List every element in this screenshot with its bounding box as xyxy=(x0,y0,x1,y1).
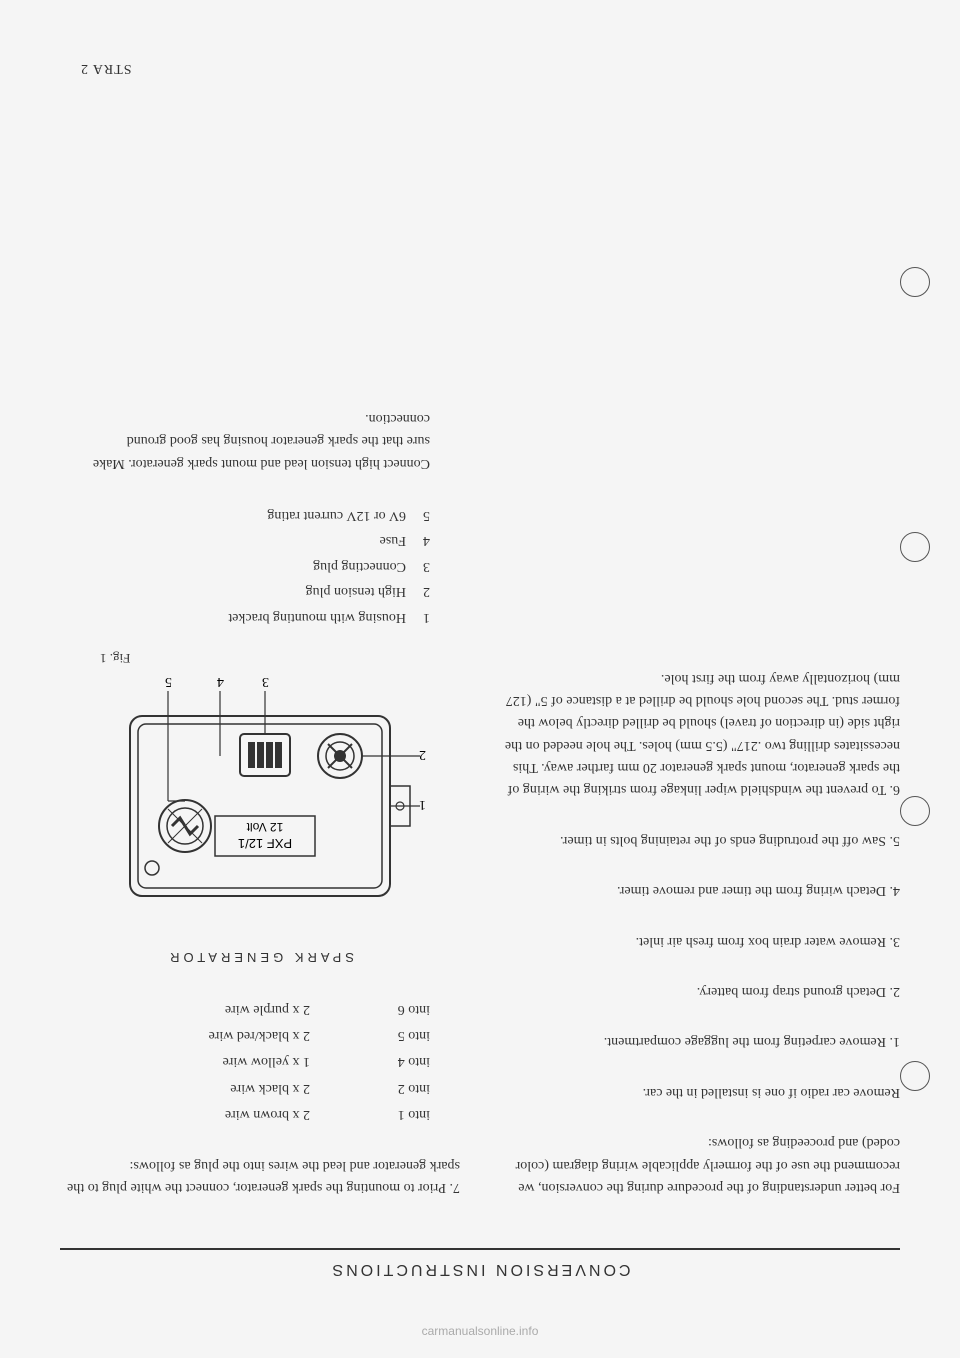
legend-row: 1 Housing with mounting bracket xyxy=(60,605,430,627)
wire-into: into 1 xyxy=(310,1103,430,1125)
right-column: 7. Prior to mounting the spark generator… xyxy=(60,407,460,1198)
legend-row: 5 6V or 12V current rating xyxy=(60,504,430,526)
wire-row: into 5 2 x black/red wire xyxy=(60,1024,430,1046)
header-rule xyxy=(60,1248,900,1250)
callout-1: 1 xyxy=(419,797,426,812)
spark-generator-diagram: PXF 12/1 12 Volt 1 2 4 3 5 xyxy=(90,676,430,926)
step-1: 1. Remove carpeting from the luggage com… xyxy=(500,1030,900,1052)
page-footer: STRA 2 xyxy=(80,60,132,76)
wire-row: into 2 2 x black wire xyxy=(60,1076,430,1098)
wire-into: into 4 xyxy=(310,1050,430,1072)
high-tension-plug-icon xyxy=(318,734,362,778)
step-5: 5. Saw off the protruding ends of the re… xyxy=(500,828,900,850)
callout-2: 2 xyxy=(419,747,426,762)
wire-desc: 2 x black wire xyxy=(60,1076,310,1098)
wire-row: into 1 2 x brown wire xyxy=(60,1103,430,1125)
step-3: 3. Remove water drain box from fresh air… xyxy=(500,929,900,951)
figure-label: Fig. 1 xyxy=(100,648,460,669)
binding-hole xyxy=(900,1061,930,1091)
fuse-icon xyxy=(159,800,211,852)
wire-into: into 5 xyxy=(310,1024,430,1046)
wire-into: into 6 xyxy=(310,997,430,1019)
wire-desc: 1 x yellow wire xyxy=(60,1050,310,1072)
wire-table: into 1 2 x brown wire into 2 2 x black w… xyxy=(60,997,430,1125)
connecting-plug-icon xyxy=(240,734,290,776)
legend-row: 2 High tension plug xyxy=(60,580,430,602)
legend-num: 2 xyxy=(406,580,430,602)
diagram-title: SPARK GENERATOR xyxy=(60,946,460,967)
callout-4: 4 xyxy=(217,676,224,689)
legend-row: 3 Connecting plug xyxy=(60,555,430,577)
legend-num: 5 xyxy=(406,504,430,526)
legend-num: 1 xyxy=(406,605,430,627)
legend-text: Fuse xyxy=(60,529,406,551)
step-7: 7. Prior to mounting the spark generator… xyxy=(60,1153,460,1198)
legend-num: 4 xyxy=(406,529,430,551)
page-title: CONVERSION INSTRUCTIONS xyxy=(60,1260,900,1278)
step-2: 2. Detach ground strap from battery. xyxy=(500,980,900,1002)
left-column: For better understanding of the procedur… xyxy=(500,407,900,1198)
diagram-model: PXF 12/1 xyxy=(238,836,292,851)
wire-into: into 2 xyxy=(310,1076,430,1098)
radio-note: Remove car radio if one is installed in … xyxy=(500,1080,900,1102)
legend-text: Connecting plug xyxy=(60,555,406,577)
wire-desc: 2 x brown wire xyxy=(60,1103,310,1125)
content-columns: For better understanding of the procedur… xyxy=(60,407,900,1198)
wire-desc: 2 x purple wire xyxy=(60,997,310,1019)
legend: 1 Housing with mounting bracket 2 High t… xyxy=(60,504,430,628)
binding-hole xyxy=(900,532,930,562)
step-4: 4. Detach wiring from the timer and remo… xyxy=(500,879,900,901)
legend-num: 3 xyxy=(406,555,430,577)
binding-marks xyxy=(900,0,930,1358)
legend-text: High tension plug xyxy=(60,580,406,602)
step-6: 6. To prevent the windshield wiper linka… xyxy=(500,666,900,800)
callout-5: 5 xyxy=(165,676,172,689)
intro-text: For better understanding of the procedur… xyxy=(500,1131,900,1198)
legend-row: 4 Fuse xyxy=(60,529,430,551)
wire-row: into 6 2 x purple wire xyxy=(60,997,430,1019)
legend-text: 6V or 12V current rating xyxy=(60,504,406,526)
callout-3: 3 xyxy=(262,676,269,689)
wire-desc: 2 x black/red wire xyxy=(60,1024,310,1046)
binding-hole xyxy=(900,267,930,297)
legend-text: Housing with mounting bracket xyxy=(60,605,406,627)
closing-text: Connect high tension lead and mount spar… xyxy=(90,407,430,474)
wire-row: into 4 1 x yellow wire xyxy=(60,1050,430,1072)
page: CONVERSION INSTRUCTIONS For better under… xyxy=(0,0,960,1358)
diagram-volt: 12 Volt xyxy=(246,820,283,834)
binding-hole xyxy=(900,796,930,826)
